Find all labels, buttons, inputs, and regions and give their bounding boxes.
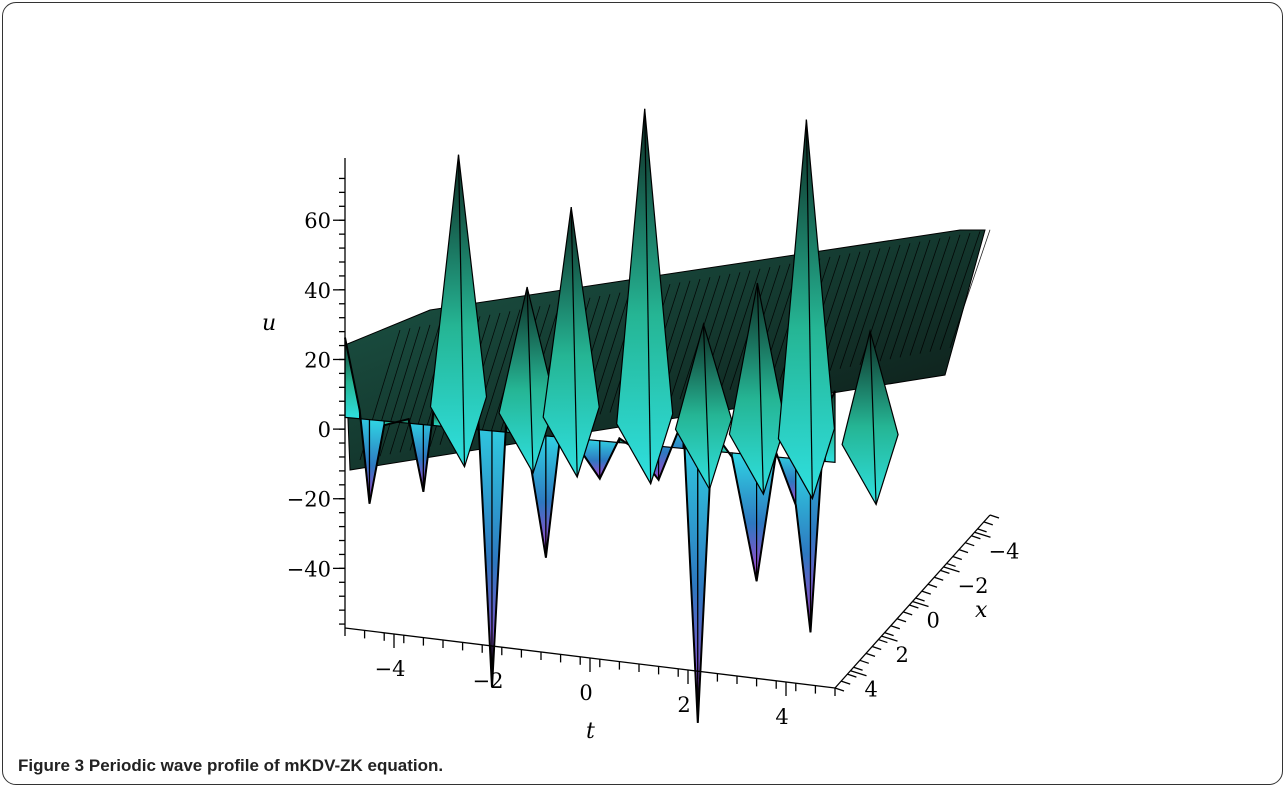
mesh-line: [829, 249, 871, 371]
surface-spikes: [344, 108, 899, 723]
x-minor-tick: [989, 514, 1000, 519]
figure-caption: Figure 3 Periodic wave profile of mKDV-Z…: [18, 756, 443, 776]
figure-number: Figure 3: [18, 756, 85, 775]
peak-ridge-edge: [805, 119, 813, 499]
x-minor-tick: [859, 659, 870, 664]
mesh-line: [379, 326, 421, 457]
x-minor-tick: [958, 548, 969, 554]
x-minor-tick: [964, 542, 975, 547]
t-tick-label: 0: [579, 681, 592, 705]
x-major-tick: [943, 566, 960, 573]
u-axis-tick-labels: −40 −20 0 20 40 60: [287, 209, 345, 581]
t-axis-label: t: [586, 719, 595, 744]
mesh-line: [899, 238, 941, 358]
mesh-line: [389, 324, 431, 455]
x-tick-label: −2: [958, 574, 989, 598]
x-minor-tick: [902, 611, 913, 616]
mesh-line: [869, 243, 911, 364]
t-axis-tick-labels: −4 −2 0 2 4: [375, 634, 789, 729]
x-minor-tick: [983, 521, 994, 526]
mesh-line: [889, 239, 931, 360]
peak-ridge: [429, 154, 488, 469]
x-minor-tick: [933, 576, 944, 581]
u-tick-label: 20: [304, 348, 331, 372]
t-tick-label: −4: [375, 657, 406, 681]
mesh-line: [929, 232, 971, 352]
x-axis-tick-labels: −4−2 024: [850, 531, 1020, 702]
u-tick-label: −20: [287, 488, 331, 512]
x-minor-tick: [847, 673, 857, 678]
figure-caption-text: Periodic wave profile of mKDV-ZK equatio…: [88, 756, 444, 775]
mesh-line: [939, 231, 981, 350]
x-major-tick: [974, 531, 991, 538]
peak-ridge: [542, 207, 600, 479]
peak-ridge: [616, 108, 674, 486]
u-tick-label: 40: [304, 279, 331, 303]
x-minor-tick: [834, 687, 845, 692]
mesh-line: [949, 229, 991, 349]
x-minor-tick: [940, 569, 950, 574]
u-tick-label: −40: [287, 557, 331, 581]
mesh-line: [849, 246, 891, 368]
u-axis-label: u: [262, 311, 276, 336]
x-minor-tick: [927, 583, 938, 588]
peak-ridge-edge: [526, 287, 534, 474]
mesh-line: [909, 236, 951, 356]
peak-ridge-edge: [702, 324, 711, 490]
x-major-tick: [881, 635, 898, 642]
t-tick-label: 2: [677, 693, 690, 717]
x-minor-tick: [840, 680, 851, 685]
x-minor-tick: [915, 597, 925, 602]
peak-ridge: [841, 328, 899, 507]
x-tick-label: 0: [927, 609, 940, 633]
peak-ridge-edge: [869, 331, 877, 505]
peak-ridge: [777, 119, 836, 501]
t-tick-label: 4: [775, 705, 788, 729]
x-minor-tick: [946, 562, 956, 568]
x-tick-label: 4: [865, 678, 878, 702]
mesh-line: [479, 309, 521, 438]
x-major-tick: [912, 600, 929, 608]
peak-ridge-edge: [570, 207, 578, 478]
mesh-line: [879, 241, 921, 362]
x-minor-tick: [871, 645, 882, 651]
x-minor-tick: [878, 638, 888, 644]
peak-ridge-edge: [644, 108, 652, 484]
x-minor-tick: [952, 555, 963, 561]
peak-ridge: [674, 322, 733, 491]
x-tick-label: 2: [896, 643, 909, 667]
x-major-tick: [850, 670, 867, 677]
x-minor-tick: [971, 535, 981, 540]
t-tick-label: −2: [473, 669, 504, 693]
peak-ridge-edge: [457, 154, 466, 467]
x-minor-tick: [884, 632, 894, 637]
mesh-line: [919, 234, 961, 354]
mesh-line: [719, 268, 761, 392]
peak-ridge-edge: [756, 282, 764, 495]
u-tick-label: 60: [304, 209, 331, 233]
x-minor-tick: [853, 666, 863, 671]
mesh-line: [399, 323, 441, 453]
mesh-line: [839, 248, 881, 369]
x-minor-tick: [921, 590, 932, 595]
x-minor-tick: [977, 528, 987, 533]
x-minor-tick: [896, 618, 907, 623]
x-minor-tick: [890, 625, 901, 630]
x-tick-label: −4: [989, 539, 1020, 563]
x-minor-tick: [909, 604, 919, 609]
mesh-line: [669, 277, 711, 402]
u-tick-label: 0: [318, 418, 331, 442]
x-axis-label: x: [975, 598, 988, 623]
x-minor-tick: [865, 652, 876, 658]
